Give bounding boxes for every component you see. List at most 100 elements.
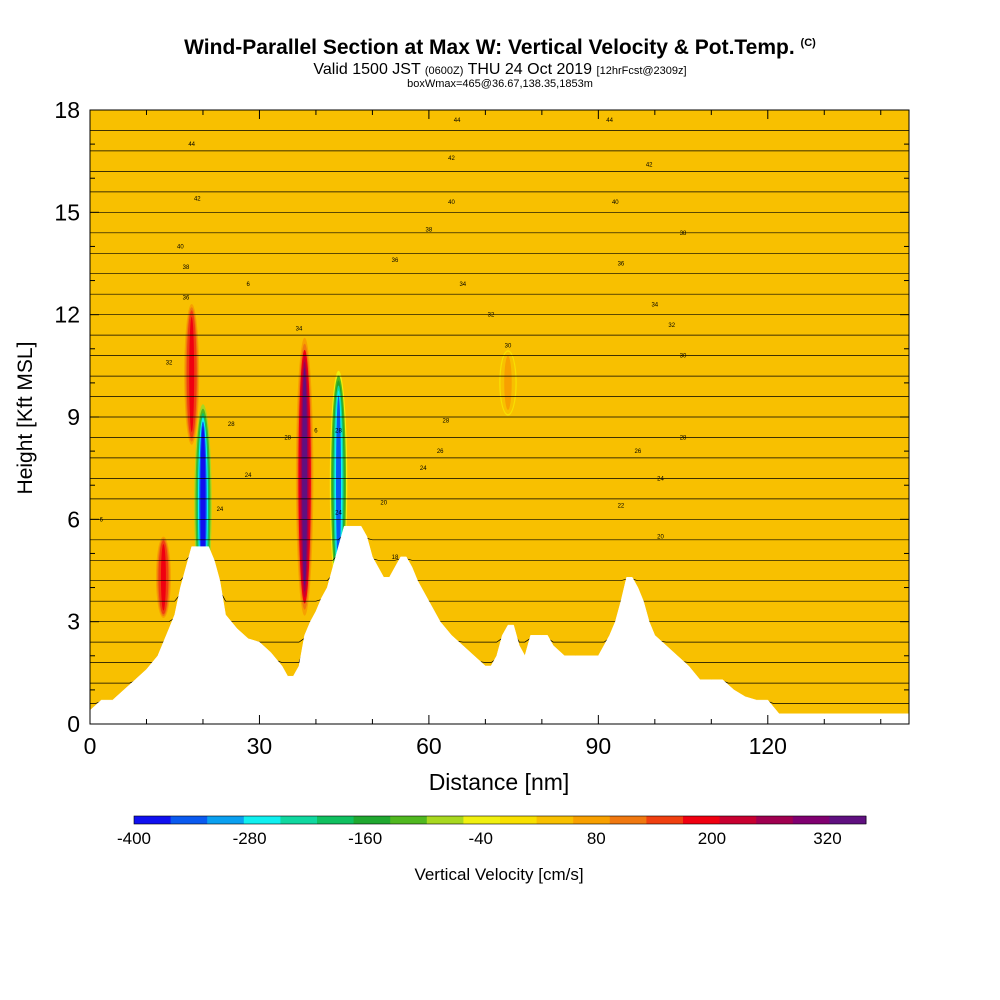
- chart-title-main: Wind-Parallel Section at Max W: Vertical…: [184, 36, 795, 59]
- x-tick-label: 90: [586, 733, 612, 759]
- colorbar-swatch: [390, 816, 428, 824]
- colorbar-swatch: [646, 816, 684, 824]
- theta-contour-label: 6: [314, 429, 318, 435]
- chart-subtitle: Valid 1500 JST (0600Z) THU 24 Oct 2019 […: [0, 61, 1000, 79]
- theta-contour-label: 28: [680, 435, 687, 441]
- theta-contour-label: 24: [657, 476, 664, 482]
- theta-contour-label: 36: [392, 258, 399, 264]
- theta-contour-label: 36: [618, 262, 625, 268]
- theta-contour-label: 40: [612, 200, 619, 206]
- theta-contour-label: 36: [183, 296, 190, 302]
- valid-time: Valid 1500 JST: [313, 61, 421, 78]
- colorbar-swatch: [243, 816, 281, 824]
- colorbar-swatch: [609, 816, 647, 824]
- y-tick-label: 12: [54, 302, 80, 328]
- theta-contour-line: [90, 533, 909, 541]
- colorbar-swatch: [536, 816, 574, 824]
- colorbar-label: Vertical Velocity [cm/s]: [414, 865, 583, 884]
- theta-contour-label: 38: [426, 227, 433, 233]
- valid-date: THU 24 Oct 2019: [467, 61, 593, 78]
- copyright-mark: (C): [800, 37, 816, 49]
- theta-contour-label: 44: [188, 142, 195, 148]
- theta-contour-line: [90, 553, 909, 582]
- theta-contour-label: 24: [217, 507, 224, 513]
- colorbar-swatch: [134, 816, 172, 824]
- colorbar-tick-label: -160: [348, 829, 382, 848]
- theta-contour-label: 24: [420, 466, 427, 472]
- theta-contour-line: [90, 543, 909, 561]
- theta-contour-label: 26: [437, 449, 444, 455]
- colorbar-tick-label: 80: [587, 829, 606, 848]
- colorbar-swatch: [829, 816, 867, 824]
- box-wmax-info: boxWmax=465@36.67,138.35,1853m: [407, 78, 593, 90]
- theta-contour-label: 44: [606, 118, 613, 124]
- colorbar-swatch: [317, 816, 355, 824]
- theta-contour-label: 28: [335, 429, 342, 435]
- theta-contour-line: [90, 561, 909, 602]
- theta-contour-label: 30: [680, 354, 687, 360]
- theta-contour-label: 6: [246, 282, 250, 288]
- theta-contour-label: 6: [100, 517, 104, 523]
- colorbar-swatch: [719, 816, 757, 824]
- theta-contour-label: 40: [448, 200, 455, 206]
- theta-contour-label: 28: [442, 418, 449, 424]
- y-tick-label: 6: [67, 506, 80, 532]
- theta-contour-label: 34: [296, 326, 303, 332]
- theta-contour-label: 24: [335, 511, 342, 517]
- colorbar-swatch: [426, 816, 464, 824]
- x-tick-label: 0: [84, 733, 97, 759]
- velocity-updraft-3: [302, 367, 308, 586]
- theta-contour-label: 32: [488, 313, 495, 319]
- theta-contour-label: 34: [651, 302, 658, 308]
- x-tick-label: 120: [749, 733, 787, 759]
- colorbar-tick-label: -40: [468, 829, 493, 848]
- theta-contour-label: 42: [448, 156, 455, 162]
- valid-time-utc: (0600Z): [424, 65, 464, 77]
- colorbar-tick-label: -280: [233, 829, 267, 848]
- theta-contour-label: 44: [454, 118, 461, 124]
- colorbar-swatch: [280, 816, 318, 824]
- theta-contour-label: 28: [228, 422, 235, 428]
- colorbar-swatch: [353, 816, 391, 824]
- velocity-downdraft-4: [336, 395, 342, 572]
- chart-title: Wind-Parallel Section at Max W: Vertical…: [0, 36, 1000, 60]
- theta-contour-label: 38: [183, 265, 190, 271]
- colorbar-tick-label: -400: [117, 829, 151, 848]
- theta-contour-label: 24: [245, 473, 252, 479]
- colorbar-swatch: [792, 816, 830, 824]
- theta-contour-label: 34: [459, 282, 466, 288]
- x-axis-label: Distance [nm]: [429, 769, 570, 795]
- x-tick-label: 30: [247, 733, 273, 759]
- velocity-updraft-5: [505, 357, 511, 409]
- forecast-info: [12hrFcst@2309z]: [596, 65, 687, 77]
- y-tick-label: 18: [54, 97, 80, 123]
- theta-contour-label: 20: [657, 534, 664, 540]
- x-tick-label: 60: [416, 733, 442, 759]
- theta-contour-label: 28: [284, 435, 291, 441]
- colorbar-swatch: [500, 816, 538, 824]
- theta-contour-label: 22: [618, 504, 625, 510]
- terrain-profile: [90, 525, 909, 724]
- theta-contour-label: 38: [680, 231, 687, 237]
- theta-contour-label: 42: [194, 197, 201, 203]
- colorbar-tick-label: 200: [698, 829, 726, 848]
- theta-contour-label: 32: [668, 323, 675, 329]
- theta-contour-label: 30: [505, 343, 512, 349]
- theta-contour-label: 20: [380, 500, 387, 506]
- colorbar-swatch: [207, 816, 245, 824]
- velocity-updraft-2: [189, 316, 195, 432]
- velocity-downdraft-1: [200, 425, 206, 583]
- colorbar-swatch: [683, 816, 721, 824]
- terrain-mask: [90, 525, 909, 724]
- axes: 0 30 60 90 120 0 36 9 12 15 18: [54, 97, 909, 759]
- y-tick-label: 15: [54, 199, 80, 225]
- velocity-updraft-0: [160, 544, 166, 611]
- colorbar-swatch: [170, 816, 208, 824]
- colorbar-tick-label: 320: [813, 829, 841, 848]
- colorbar-frame: [133, 815, 867, 825]
- y-tick-label: 9: [67, 404, 80, 430]
- y-tick-label: 0: [67, 711, 80, 737]
- colorbar: -400 -280 -160 -40 80 200 320: [117, 815, 867, 848]
- colorbar-swatch: [756, 816, 794, 824]
